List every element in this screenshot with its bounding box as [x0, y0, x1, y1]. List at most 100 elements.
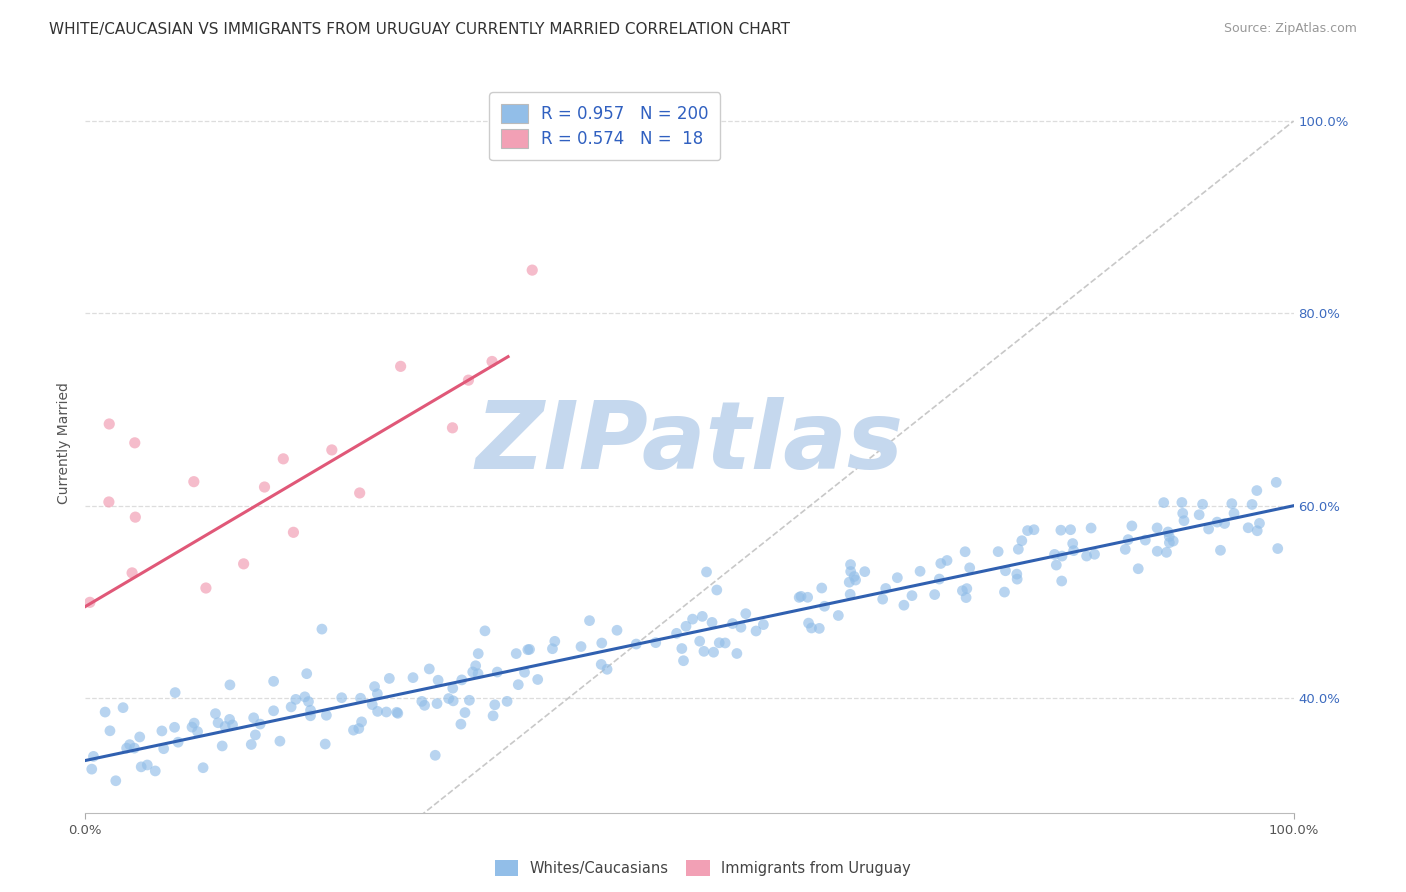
Point: [418, 662, 440, 676]
Point: [240, 738, 263, 752]
Point: [1206, 515, 1229, 529]
Point: [425, 748, 447, 763]
Point: [299, 703, 322, 717]
Point: [121, 566, 143, 580]
Point: [79, 595, 101, 609]
Point: [98, 723, 121, 738]
Point: [682, 612, 704, 626]
Point: [516, 642, 538, 657]
Point: [1188, 508, 1211, 522]
Point: [191, 761, 214, 775]
Point: [426, 697, 449, 711]
Point: [1116, 533, 1139, 547]
Point: [1005, 567, 1028, 582]
Point: [513, 665, 536, 680]
Point: [1198, 522, 1220, 536]
Point: [1063, 543, 1085, 558]
Point: [211, 739, 233, 753]
Point: [1213, 516, 1236, 531]
Point: [218, 712, 240, 726]
Point: [295, 666, 318, 681]
Point: [928, 572, 950, 586]
Point: [672, 654, 695, 668]
Point: [481, 354, 503, 368]
Point: [689, 634, 711, 648]
Point: [183, 716, 205, 731]
Point: [1223, 507, 1246, 521]
Point: [886, 571, 908, 585]
Point: [790, 590, 813, 604]
Point: [1146, 544, 1168, 558]
Point: [194, 581, 217, 595]
Point: [752, 617, 775, 632]
Point: [665, 626, 688, 640]
Point: [314, 737, 336, 751]
Point: [204, 706, 226, 721]
Point: [271, 451, 294, 466]
Point: [929, 557, 952, 571]
Point: [1159, 535, 1181, 549]
Point: [457, 373, 479, 387]
Point: [936, 553, 959, 567]
Point: [219, 678, 242, 692]
Point: [1017, 524, 1039, 538]
Point: [1135, 533, 1157, 547]
Point: [721, 616, 744, 631]
Point: [1157, 524, 1180, 539]
Point: [950, 583, 973, 598]
Point: [872, 592, 894, 607]
Point: [297, 695, 319, 709]
Point: [844, 569, 866, 583]
Point: [214, 719, 236, 733]
Point: [361, 698, 384, 712]
Point: [1050, 574, 1073, 588]
Point: [269, 734, 291, 748]
Point: [810, 581, 832, 595]
Point: [700, 615, 723, 630]
Point: [441, 694, 464, 708]
Point: [1156, 545, 1178, 559]
Point: [1050, 523, 1073, 537]
Point: [578, 614, 600, 628]
Point: [1076, 549, 1098, 563]
Point: [671, 641, 693, 656]
Point: [813, 599, 835, 614]
Point: [496, 694, 519, 708]
Point: [242, 711, 264, 725]
Point: [1114, 542, 1136, 557]
Point: [875, 582, 897, 596]
Point: [474, 624, 496, 638]
Point: [441, 421, 464, 435]
Point: [541, 641, 564, 656]
Point: [1007, 542, 1029, 557]
Point: [467, 647, 489, 661]
Point: [1005, 572, 1028, 586]
Point: [1209, 543, 1232, 558]
Text: WHITE/CAUCASIAN VS IMMIGRANTS FROM URUGUAY CURRENTLY MARRIED CORRELATION CHART: WHITE/CAUCASIAN VS IMMIGRANTS FROM URUGU…: [49, 22, 790, 37]
Point: [1045, 558, 1067, 572]
Point: [1171, 495, 1194, 509]
Point: [207, 715, 229, 730]
Point: [569, 640, 592, 654]
Point: [411, 694, 433, 708]
Point: [454, 706, 477, 720]
Point: [152, 741, 174, 756]
Point: [263, 704, 285, 718]
Point: [1121, 519, 1143, 533]
Point: [693, 644, 716, 658]
Point: [80, 762, 103, 776]
Point: [591, 657, 613, 672]
Point: [94, 705, 117, 719]
Point: [1128, 562, 1150, 576]
Point: [349, 486, 371, 500]
Point: [112, 700, 135, 714]
Point: [993, 585, 1015, 599]
Point: [1159, 529, 1181, 543]
Point: [987, 544, 1010, 558]
Point: [1050, 549, 1073, 563]
Point: [104, 773, 127, 788]
Point: [187, 724, 209, 739]
Point: [606, 624, 628, 638]
Point: [901, 589, 924, 603]
Point: [797, 616, 820, 631]
